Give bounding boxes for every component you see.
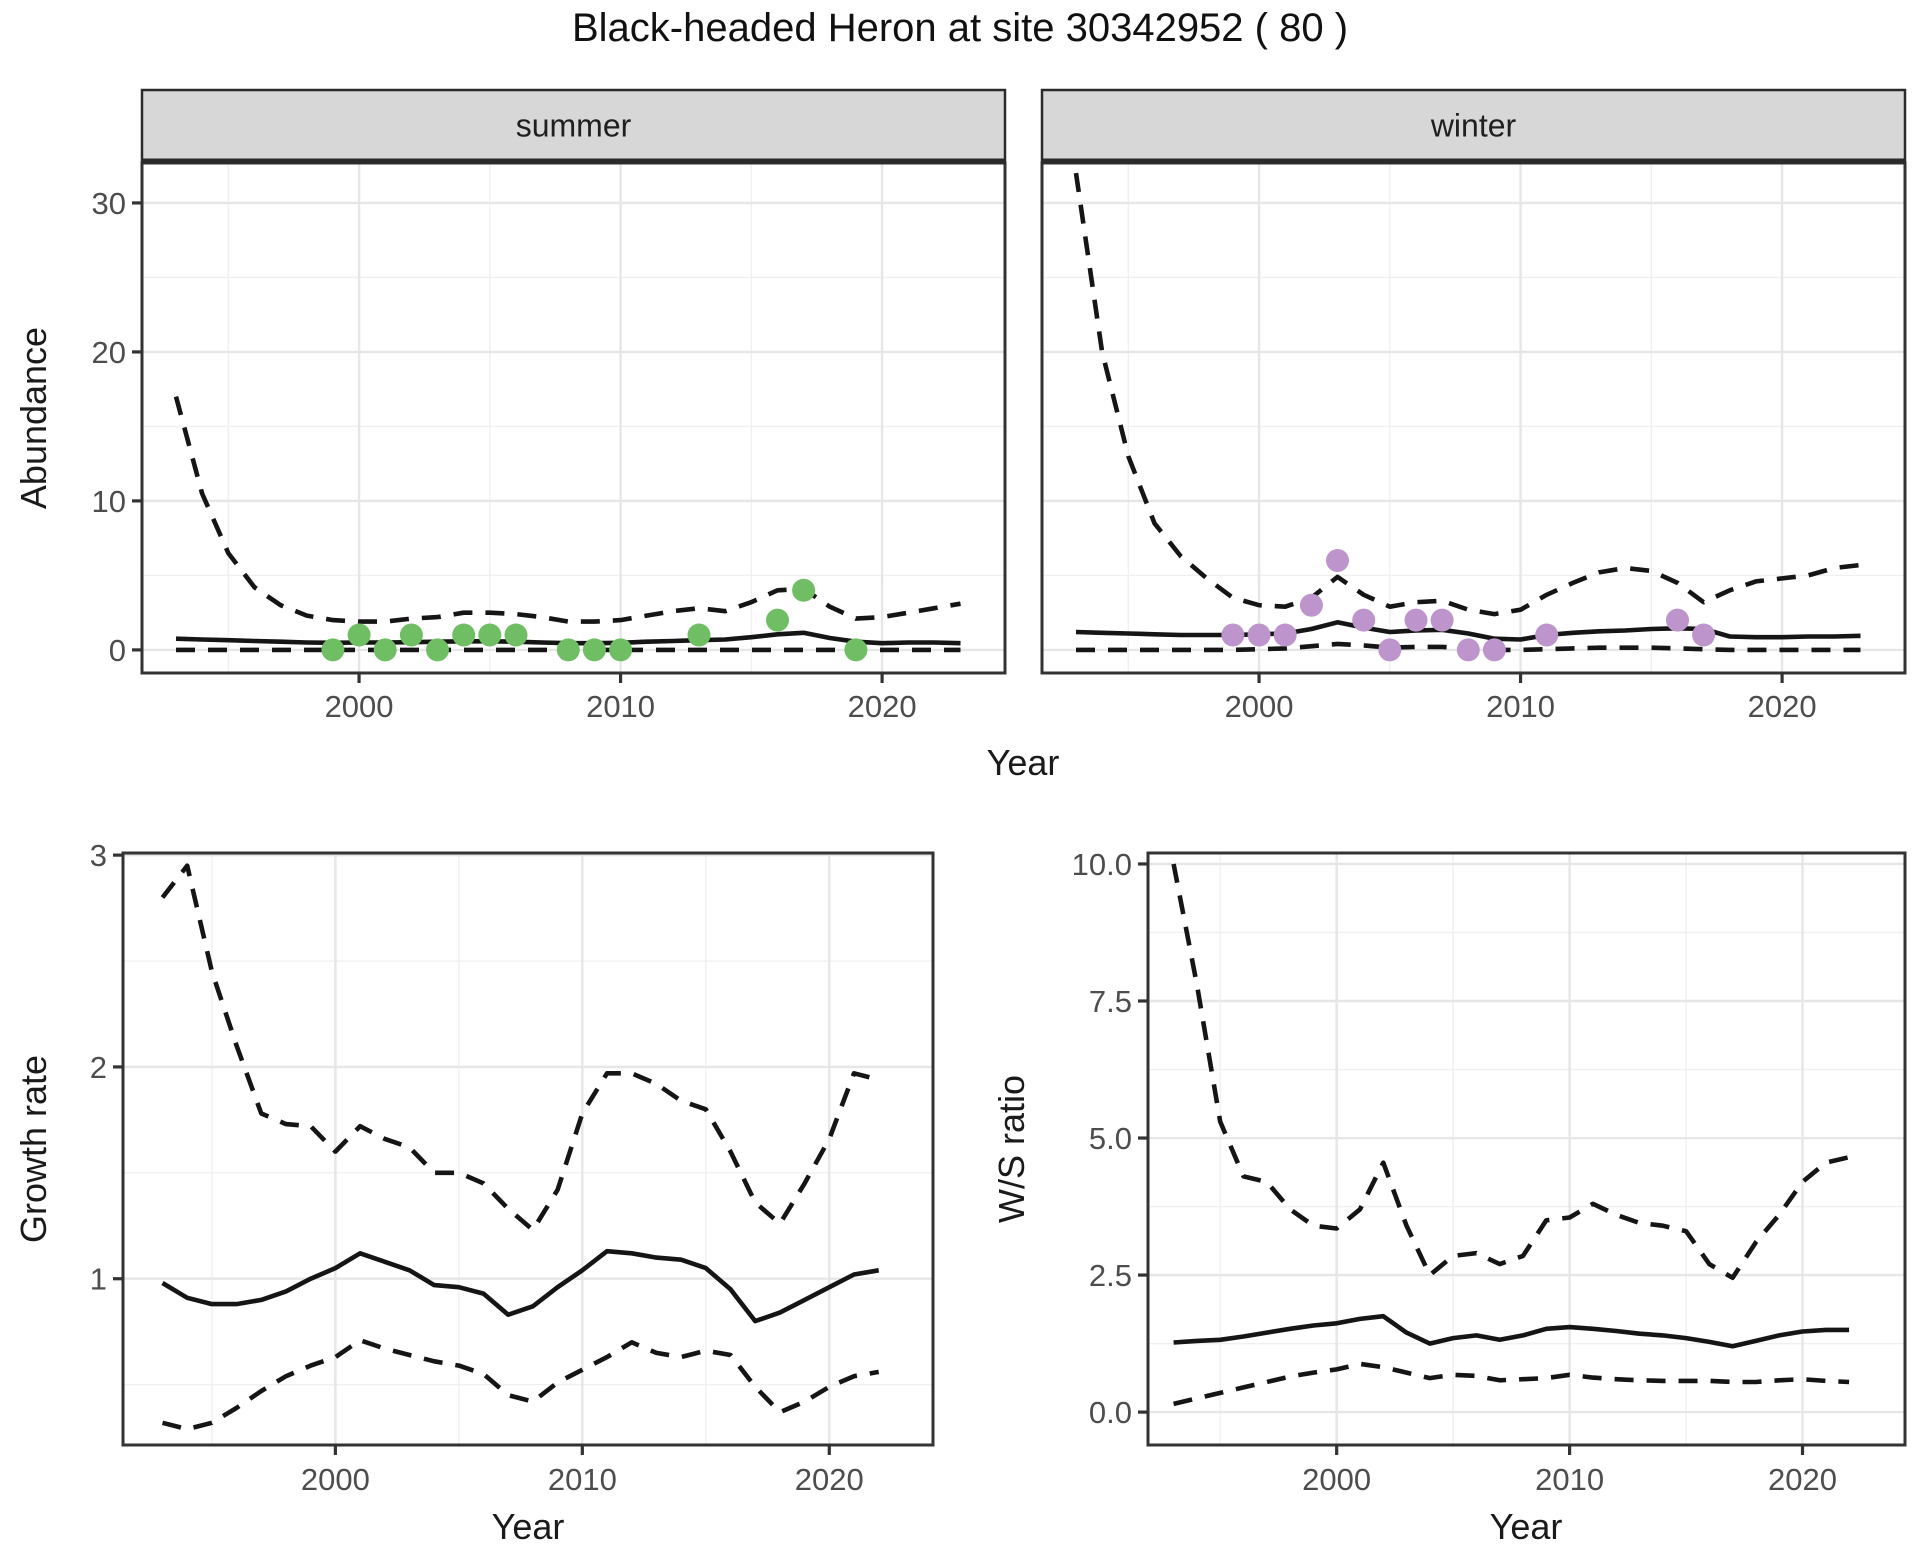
- ci_lower-line: [161, 1337, 880, 1432]
- mean-line: [161, 1248, 880, 1324]
- observation-point: [452, 623, 476, 647]
- panel-growth-rate: 2000 2010 2020 1 2 3: [90, 838, 935, 1497]
- x-tick-label: 2000: [1225, 689, 1294, 724]
- observation-point: [1326, 549, 1349, 572]
- x-tick-label: 2020: [795, 1462, 864, 1497]
- panel-background: [142, 163, 1005, 673]
- observation-point: [687, 623, 711, 647]
- x-tick-label: 2020: [848, 689, 917, 724]
- top-x-axis-title: Year: [986, 742, 1060, 783]
- observation-point: [1666, 608, 1689, 632]
- facet-strip: [1040, 88, 1907, 163]
- observation-point: [1456, 638, 1480, 662]
- observation-point: [399, 623, 423, 647]
- ci_upper-line: [160, 863, 880, 1233]
- panel-abundance-summer: 2000 2010 2020 0 10 20 30 summer: [92, 88, 1007, 724]
- observation-point: [347, 623, 371, 647]
- panel-ws-ratio: 2000 2010 2020 0.0 2.5 5.0 7.5 10.0: [1072, 847, 1907, 1497]
- panel-background: [123, 853, 933, 1445]
- mean-line: [1173, 1313, 1850, 1349]
- observation-point: [1247, 623, 1271, 647]
- y-tick-label: 1: [90, 1262, 107, 1297]
- y-tick-label: 0.0: [1089, 1395, 1132, 1430]
- observation-point: [766, 608, 789, 632]
- panel-border: [121, 851, 935, 1447]
- ci_upper-line: [1073, 172, 1861, 617]
- x-tick-label: 2010: [586, 689, 655, 724]
- growth-x-axis-title: Year: [491, 1506, 565, 1547]
- x-tick-label: 2020: [1768, 1462, 1837, 1497]
- y-tick-label: 2.5: [1089, 1258, 1132, 1293]
- y-tick-label: 7.5: [1089, 984, 1132, 1019]
- mean-line: [1075, 620, 1861, 642]
- panel-background: [1148, 853, 1905, 1445]
- observation-point: [1404, 608, 1428, 632]
- observation-point: [426, 638, 449, 662]
- y-tick-label: 3: [90, 838, 107, 873]
- y-tick-label: 5.0: [1089, 1121, 1132, 1156]
- observation-point: [321, 638, 345, 662]
- data-layer: [1073, 172, 1861, 662]
- observation-point: [1352, 608, 1376, 632]
- observation-point: [478, 623, 502, 647]
- x-tick-label: 2000: [301, 1462, 370, 1497]
- observation-point: [1430, 608, 1454, 632]
- y-tick-label: 0: [109, 633, 126, 668]
- ws-x-axis-title: Year: [1489, 1506, 1563, 1547]
- data-layer: [173, 396, 961, 662]
- x-tick-label: 2020: [1748, 689, 1817, 724]
- observation-point: [844, 638, 868, 662]
- data-layer: [160, 863, 880, 1432]
- y-tick-label: 10: [92, 484, 126, 519]
- observation-point: [504, 623, 528, 647]
- panel-border: [1146, 851, 1907, 1447]
- observation-point: [1692, 623, 1716, 647]
- y-tick-label: 10.0: [1072, 847, 1132, 882]
- facet-strip-label: winter: [1430, 108, 1517, 144]
- chart-title: Black-headed Heron at site 30342952 ( 80…: [571, 6, 1349, 50]
- observation-point: [1535, 623, 1559, 647]
- observation-point: [1378, 638, 1402, 662]
- observation-point: [792, 578, 816, 602]
- observation-point: [556, 638, 580, 662]
- y-tick-label: 2: [90, 1050, 107, 1085]
- x-tick-label: 2010: [1535, 1462, 1604, 1497]
- x-tick-label: 2000: [325, 689, 394, 724]
- observation-point: [1299, 593, 1323, 617]
- y-tick-label: 30: [92, 186, 126, 221]
- x-tick-label: 2000: [1302, 1462, 1371, 1497]
- observation-point: [609, 638, 633, 662]
- x-tick-label: 2010: [548, 1462, 617, 1497]
- data-layer: [1171, 863, 1850, 1407]
- facet-strip-label: summer: [516, 108, 632, 144]
- x-tick-label: 2010: [1486, 689, 1555, 724]
- observation-point: [1482, 638, 1506, 662]
- observation-point: [1273, 623, 1297, 647]
- ci_upper-line: [1171, 863, 1850, 1281]
- panel-background: [1042, 163, 1905, 673]
- ci_upper-line: [173, 396, 961, 624]
- panel-abundance-winter: 2000 2010 2020 winter: [1040, 88, 1907, 724]
- y-tick-label: 20: [92, 335, 126, 370]
- observation-point: [373, 638, 397, 662]
- observation-point: [582, 638, 606, 662]
- observation-point: [1221, 623, 1245, 647]
